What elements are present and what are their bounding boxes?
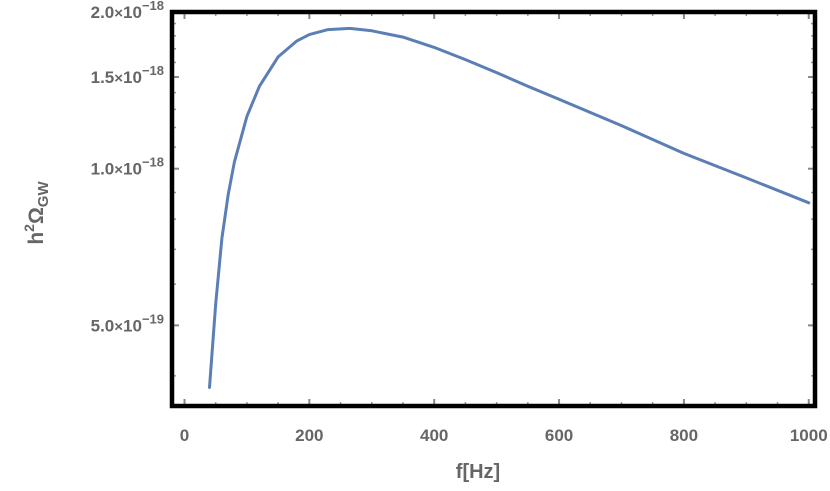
x-tick-label: 1000 xyxy=(790,426,828,445)
y-tick-label: 5.0×10−19 xyxy=(91,311,164,335)
y-axis-title-sup: 2 xyxy=(21,224,37,232)
y-tick-label: 1.5×10−18 xyxy=(91,63,164,87)
y-tick-label: 1.0×10−18 xyxy=(91,155,164,179)
y-axis-title: h2ΩGW xyxy=(21,181,52,245)
y-tick-label: 2.0×10−18 xyxy=(91,0,164,22)
x-tick-label: 800 xyxy=(670,426,698,445)
x-tick-labels: 0 200 400 600 800 1000 xyxy=(180,426,828,445)
y-axis-title-omega: Ω xyxy=(25,207,48,224)
series-line xyxy=(208,26,811,389)
plot-frame xyxy=(169,9,818,409)
x-axis-title: f[Hz] xyxy=(456,461,500,483)
y-axis-title-sub: GW xyxy=(35,181,52,208)
x-tick-label: 200 xyxy=(295,426,323,445)
x-tick-label: 400 xyxy=(420,426,448,445)
x-tick-label: 0 xyxy=(180,426,189,445)
y-tick-labels: 5.0×10−19 1.0×10−18 1.5×10−18 2.0×10−18 xyxy=(91,0,164,335)
y-axis-title-base: h xyxy=(25,232,48,245)
x-tick-label: 600 xyxy=(545,426,573,445)
